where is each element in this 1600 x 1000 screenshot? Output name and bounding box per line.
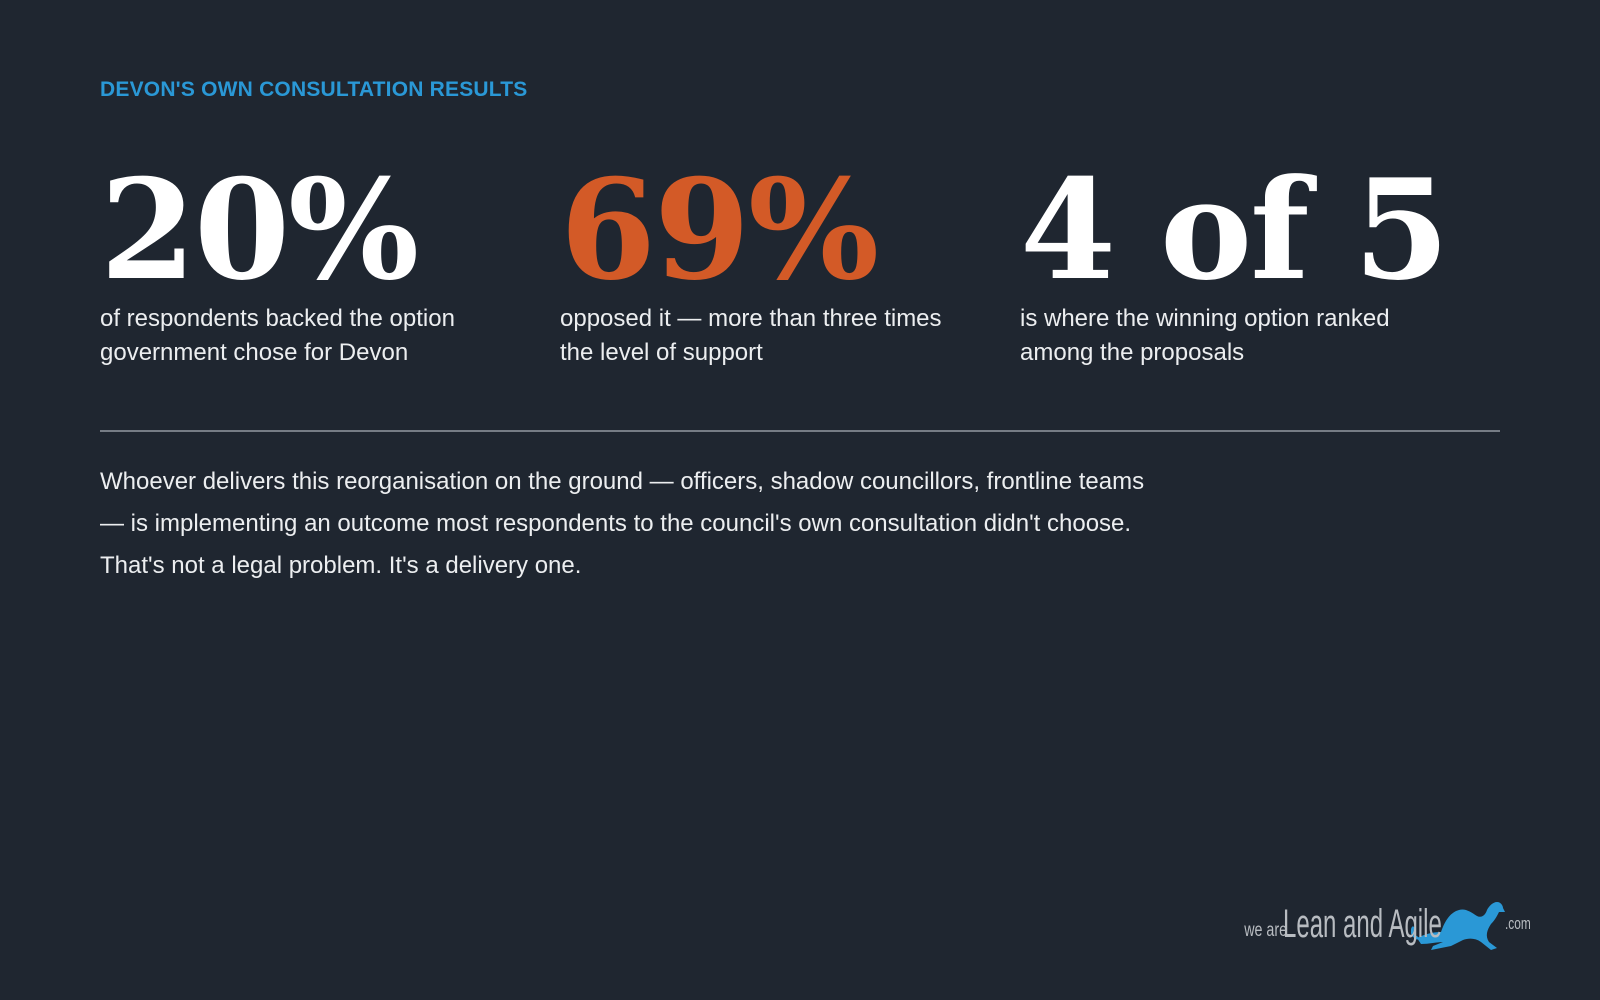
logo-suffix: .com <box>1505 914 1531 933</box>
stat-caption-support: of respondents backed the option governm… <box>100 305 455 366</box>
stat-ranking: 4 of 5 is where the winning option ranke… <box>1020 148 1450 370</box>
stat-caption-opposed: opposed it — more than three times the l… <box>560 305 942 366</box>
body-paragraph: Whoever delivers this reorganisation on … <box>100 468 1145 579</box>
stat-caption-ranking: is where the winning option ranked among… <box>1020 305 1390 366</box>
stat-figure-ranking: 4 of 5 <box>1020 148 1450 311</box>
greyhound-icon <box>1411 902 1506 950</box>
stat-support: 20% of respondents backed the option gov… <box>100 160 520 370</box>
logo-name: Lean and Agile <box>1283 902 1442 946</box>
stat-figure-support: 20% <box>100 148 419 311</box>
stat-opposed: 69% opposed it — more than three times t… <box>560 160 980 370</box>
logo-prefix: we are <box>1244 920 1288 941</box>
divider <box>100 430 1500 432</box>
stat-figure-opposed: 69% <box>560 148 879 311</box>
section-label: DEVON'S OWN CONSULTATION RESULTS <box>100 78 528 101</box>
stats-row: 20% of respondents backed the option gov… <box>100 160 1500 380</box>
slide: DEVON'S OWN CONSULTATION RESULTS 20% of … <box>100 0 1500 1000</box>
brand-logo: we are Lean and Agile .com <box>1230 892 1542 952</box>
